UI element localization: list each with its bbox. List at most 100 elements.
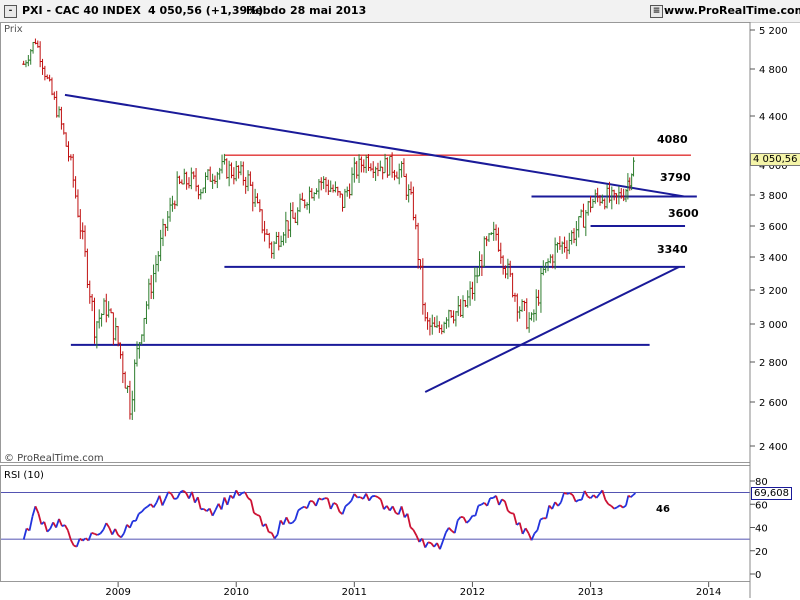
price-bar bbox=[444, 317, 448, 329]
price-tick-label: 4 400 bbox=[759, 112, 788, 123]
price-bar bbox=[615, 193, 619, 205]
rsi-segment bbox=[294, 510, 300, 520]
rsi-segment bbox=[256, 513, 261, 517]
rsi-segment bbox=[58, 518, 63, 527]
price-bar bbox=[187, 177, 191, 189]
rsi-segment bbox=[406, 513, 412, 528]
collapse-button[interactable]: - bbox=[4, 5, 17, 18]
price-bar bbox=[251, 181, 255, 212]
rsi-segment bbox=[583, 490, 589, 497]
price-bar bbox=[71, 153, 75, 188]
price-bar bbox=[307, 186, 311, 214]
price-bar bbox=[246, 170, 250, 192]
price-bar bbox=[478, 251, 482, 277]
axes: 5 200 4 800 4 400 4 000 3 800 3 600 3 400 3 200… bbox=[0, 22, 788, 598]
price-bar bbox=[50, 77, 54, 96]
rsi-segment bbox=[616, 504, 621, 509]
rsi-segment bbox=[462, 516, 468, 524]
price-bar bbox=[123, 371, 127, 389]
rsi-segment bbox=[501, 498, 506, 503]
price-bar bbox=[369, 163, 373, 172]
price-bar bbox=[532, 309, 536, 323]
rsi-segment bbox=[580, 490, 586, 501]
rsi-segment bbox=[297, 507, 302, 512]
rsi-segment bbox=[49, 522, 54, 530]
rsi-segment bbox=[607, 503, 612, 507]
price-bar bbox=[473, 266, 477, 301]
price-bar bbox=[220, 154, 224, 174]
price-bar bbox=[548, 254, 552, 264]
rsi-segment bbox=[344, 503, 349, 507]
price-bar bbox=[433, 317, 437, 328]
price-bar bbox=[41, 58, 45, 75]
rsi-segment bbox=[158, 495, 164, 506]
rsi-segment bbox=[566, 492, 571, 495]
price-bar bbox=[383, 153, 387, 174]
price-bar bbox=[248, 171, 252, 186]
price-bar bbox=[525, 298, 529, 330]
price-bar bbox=[263, 220, 267, 242]
rsi-segment bbox=[37, 513, 43, 525]
rsi-tick-label: 80 bbox=[755, 477, 768, 488]
price-bar bbox=[341, 193, 345, 212]
price-bar bbox=[253, 188, 257, 207]
price-bar bbox=[43, 65, 47, 81]
rsi-segment bbox=[627, 494, 632, 498]
rsi-segment bbox=[73, 544, 78, 548]
price-bar bbox=[345, 186, 349, 197]
price-bar bbox=[355, 160, 359, 179]
rsi-segment bbox=[474, 505, 480, 516]
menu-icon[interactable]: ≡ bbox=[650, 5, 663, 18]
price-bar bbox=[239, 161, 243, 176]
price-bar bbox=[168, 197, 172, 222]
price-bar bbox=[133, 359, 137, 412]
price-bar bbox=[333, 181, 337, 193]
price-bar bbox=[59, 106, 63, 130]
price-bar bbox=[48, 74, 52, 82]
price-bar bbox=[348, 183, 352, 199]
rsi-segment bbox=[465, 519, 471, 524]
rsi-segment bbox=[604, 499, 610, 505]
price-bar bbox=[31, 41, 35, 54]
rsi-segment bbox=[182, 489, 187, 494]
price-bar bbox=[267, 232, 271, 249]
price-bar bbox=[501, 255, 505, 275]
price-bar bbox=[376, 162, 380, 177]
price-bar bbox=[284, 211, 288, 244]
rsi-segment bbox=[453, 520, 459, 534]
rsi-segment bbox=[75, 538, 81, 547]
price-bar bbox=[206, 169, 210, 181]
price-bar bbox=[359, 156, 363, 173]
price-bar bbox=[121, 351, 125, 384]
rsi-segment bbox=[87, 532, 93, 541]
price-bar bbox=[553, 237, 557, 270]
rsi-segment bbox=[232, 489, 238, 499]
rsi-segment bbox=[226, 495, 232, 506]
price-bar bbox=[402, 158, 406, 178]
rsi-segment bbox=[203, 508, 208, 512]
price-bar bbox=[586, 200, 590, 216]
rsi-segment bbox=[196, 496, 202, 510]
price-bars bbox=[22, 38, 636, 420]
rsi-segment bbox=[268, 531, 272, 534]
price-bar bbox=[381, 166, 385, 180]
rsi-segment bbox=[380, 499, 385, 510]
price-bar bbox=[225, 158, 229, 179]
price-bar bbox=[159, 229, 163, 262]
price-bar bbox=[515, 293, 519, 322]
price-bar bbox=[281, 232, 285, 246]
price-bar bbox=[213, 175, 217, 185]
rsi-segment bbox=[448, 527, 453, 532]
price-bar bbox=[577, 216, 581, 238]
period-label: Hebdo bbox=[246, 4, 286, 17]
rsi-segment bbox=[211, 509, 217, 517]
price-bar bbox=[437, 321, 441, 333]
rsi-segment bbox=[61, 524, 66, 527]
price-bar bbox=[331, 184, 335, 193]
rsi-segment bbox=[22, 528, 28, 541]
price-bar bbox=[546, 258, 550, 272]
price-bar bbox=[589, 196, 593, 213]
trendline-uptrend bbox=[424, 266, 680, 393]
price-bar bbox=[499, 242, 503, 264]
